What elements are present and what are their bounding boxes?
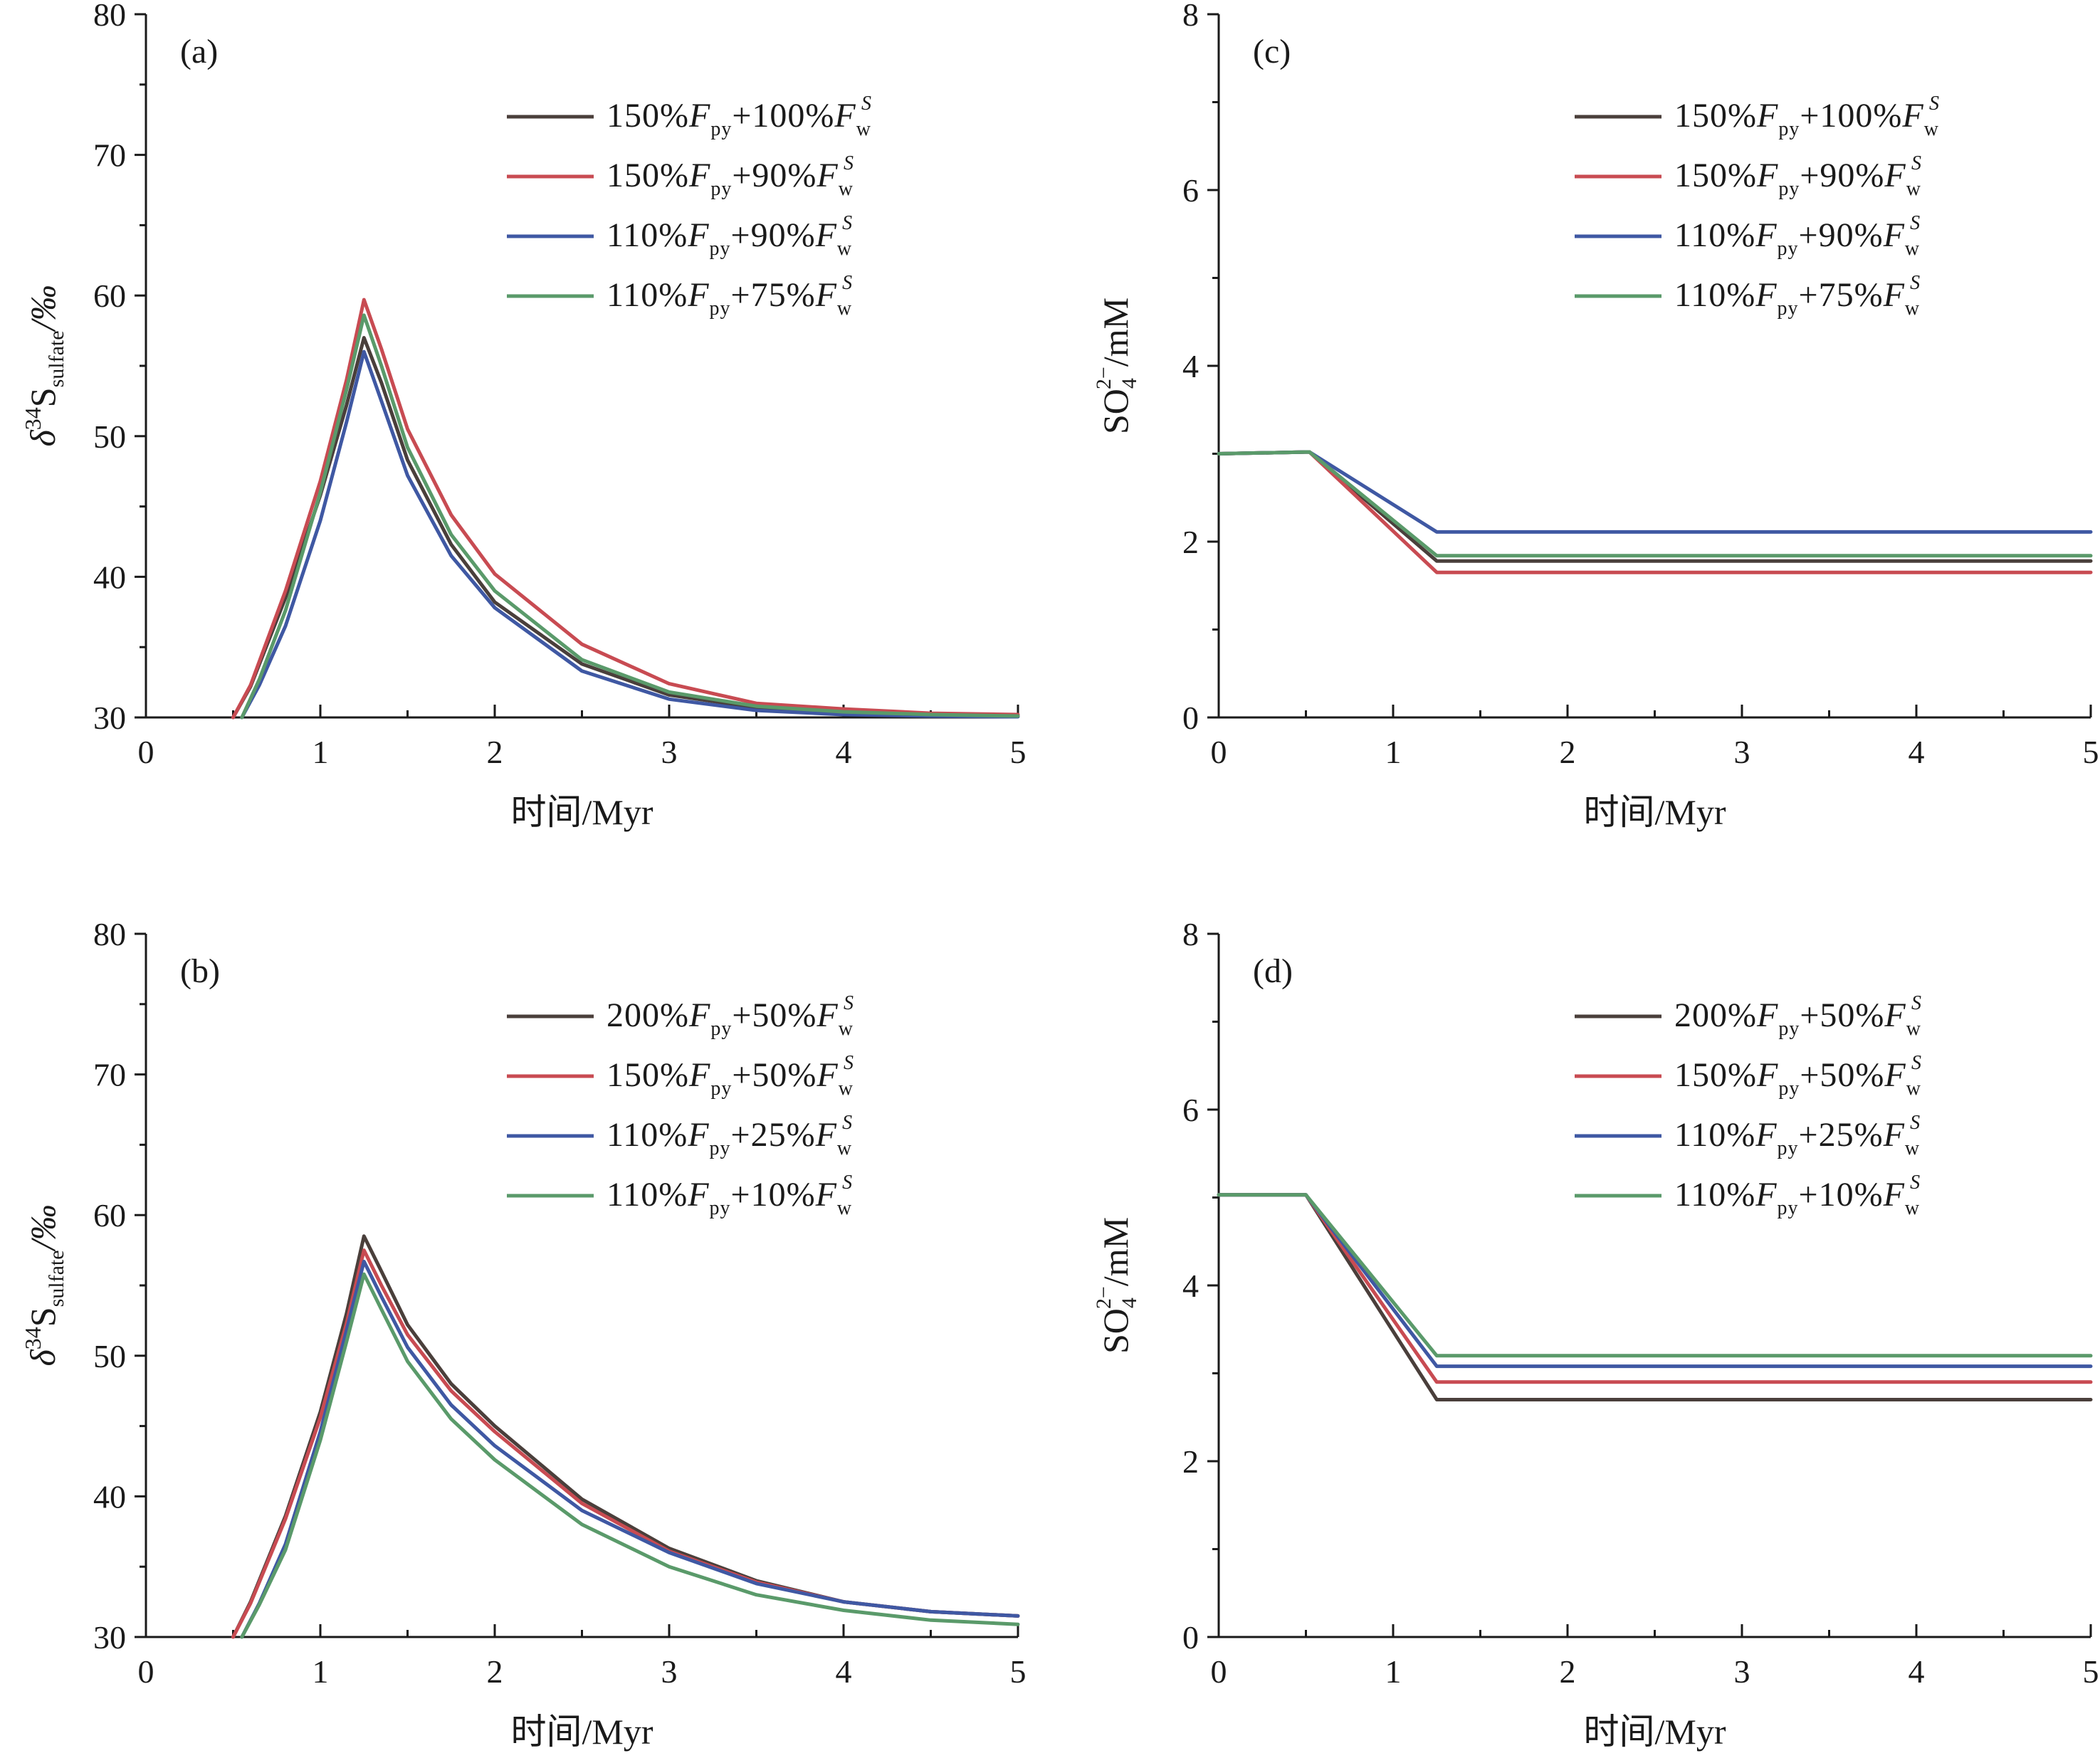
y-tick-label: 50 (93, 419, 126, 455)
y-tick-label: 8 (1182, 916, 1199, 952)
legend-label: 110%Fpy+75%FwS (1674, 272, 1921, 320)
legend-label: 150%Fpy+100%FwS (607, 93, 872, 140)
legend-label: 110%Fpy+25%FwS (607, 1112, 853, 1159)
x-tick-label: 3 (1734, 734, 1750, 770)
legend-label: 200%Fpy+50%FwS (607, 992, 854, 1040)
series-line-3 (240, 349, 1020, 720)
x-tick-label: 1 (313, 734, 329, 770)
x-axis-title: 时间/Myr (511, 1712, 653, 1752)
x-tick-label: 4 (836, 734, 852, 770)
x-tick-label: 5 (1010, 1653, 1027, 1690)
y-tick-label: 0 (1182, 700, 1199, 736)
panel-label: (a) (180, 33, 218, 70)
y-tick-label: 2 (1182, 1443, 1199, 1480)
y-axis-title: SO42−/mM (1092, 298, 1141, 434)
legend-label: 150%Fpy+50%FwS (607, 1052, 854, 1100)
legend-label: 150%Fpy+100%FwS (1674, 93, 1940, 140)
y-tick-label: 80 (93, 0, 126, 33)
legend-label: 150%Fpy+90%FwS (1674, 152, 1922, 200)
x-axis-title: 时间/Myr (1584, 1712, 1726, 1752)
x-tick-label: 5 (2083, 734, 2099, 770)
y-tick-label: 60 (93, 1197, 126, 1233)
y-tick-label: 6 (1182, 1092, 1199, 1128)
y-tick-label: 70 (93, 1057, 126, 1093)
x-tick-label: 5 (1010, 734, 1027, 770)
x-axis-title: 时间/Myr (511, 792, 653, 832)
series-line-4 (240, 313, 1020, 720)
x-tick-label: 3 (661, 734, 678, 770)
chart-panel-d: 0 1 2 3 4 5 0 2 4 6 8 时间/Myr SO42−/mM (d) 200%Fpy+50%F… (1092, 916, 2099, 1752)
chart-panel-a: 0 1 2 3 4 5 30 40 50 60 70 80 时间/Myr δ34Ssulfate/‰ (a)… (20, 0, 1027, 832)
y-tick-label: 4 (1182, 348, 1199, 384)
legend-label: 110%Fpy+90%FwS (1674, 212, 1921, 260)
y-tick-label: 50 (93, 1338, 126, 1374)
legend-label: 110%Fpy+25%FwS (1674, 1112, 1921, 1159)
y-axis-title: SO42−/mM (1092, 1217, 1141, 1354)
series-line-1 (1217, 1193, 2093, 1401)
y-tick-label: 6 (1182, 172, 1199, 209)
panel-label: (b) (180, 952, 220, 990)
legend-label: 150%Fpy+90%FwS (607, 152, 854, 200)
series-line-4 (240, 1272, 1020, 1639)
x-tick-label: 1 (313, 1653, 329, 1690)
x-tick-label: 0 (1211, 734, 1227, 770)
series-line-1 (1217, 450, 2093, 563)
x-tick-label: 2 (1560, 1653, 1576, 1690)
x-tick-label: 4 (836, 1653, 852, 1690)
chart-panel-c: 0 1 2 3 4 5 0 2 4 6 8 时间/Myr SO42−/mM (c) 150%Fpy+100%… (1092, 0, 2099, 832)
series-line-4 (1217, 1193, 2093, 1358)
series-line-1 (231, 1234, 1020, 1639)
x-tick-label: 1 (1385, 1653, 1402, 1690)
legend-label: 110%Fpy+90%FwS (607, 212, 853, 260)
y-tick-label: 30 (93, 700, 126, 736)
x-tick-label: 2 (487, 1653, 503, 1690)
y-axis-title: δ34Ssulfate/‰ (20, 285, 68, 447)
y-tick-label: 4 (1182, 1268, 1199, 1304)
series-line-4 (1217, 450, 2093, 558)
y-axis-title: δ34Ssulfate/‰ (20, 1205, 68, 1367)
x-tick-label: 4 (1909, 734, 1925, 770)
x-tick-label: 2 (1560, 734, 1576, 770)
legend-label: 150%Fpy+50%FwS (1674, 1052, 1922, 1100)
y-tick-label: 70 (93, 137, 126, 174)
series-line-3 (1217, 1193, 2093, 1369)
series-line-2 (231, 298, 1020, 720)
series-line-3 (240, 1259, 1020, 1639)
legend-label: 110%Fpy+10%FwS (1674, 1172, 1921, 1219)
chart-panel-b: 0 1 2 3 4 5 30 40 50 60 70 80 时间/Myr δ34Ssulfate/‰ (b)… (20, 916, 1027, 1752)
y-tick-label: 0 (1182, 1619, 1199, 1656)
x-tick-label: 4 (1909, 1653, 1925, 1690)
y-tick-label: 60 (93, 278, 126, 314)
x-tick-label: 5 (2083, 1653, 2099, 1690)
panel-label: (c) (1253, 33, 1291, 70)
x-tick-label: 3 (1734, 1653, 1750, 1690)
x-tick-label: 2 (487, 734, 503, 770)
y-tick-label: 80 (93, 916, 126, 952)
x-tick-label: 3 (661, 1653, 678, 1690)
x-tick-label: 0 (138, 1653, 154, 1690)
y-tick-label: 8 (1182, 0, 1199, 33)
y-tick-label: 30 (93, 1619, 126, 1656)
x-tick-label: 0 (1211, 1653, 1227, 1690)
y-tick-label: 40 (93, 559, 126, 595)
legend-label: 200%Fpy+50%FwS (1674, 992, 1922, 1040)
legend-label: 110%Fpy+10%FwS (607, 1172, 853, 1219)
series-line-1 (231, 336, 1020, 720)
x-tick-label: 0 (138, 734, 154, 770)
x-axis-title: 时间/Myr (1584, 792, 1726, 832)
x-tick-label: 1 (1385, 734, 1402, 770)
y-tick-label: 40 (93, 1478, 126, 1515)
panel-label: (d) (1253, 952, 1293, 990)
y-tick-label: 2 (1182, 524, 1199, 560)
legend-label: 110%Fpy+75%FwS (607, 272, 853, 320)
